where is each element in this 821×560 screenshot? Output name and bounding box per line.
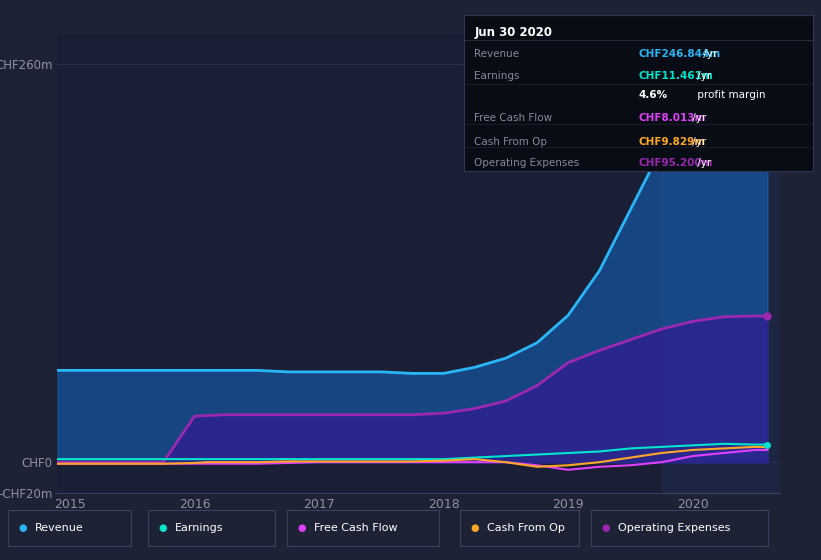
Text: Earnings: Earnings xyxy=(475,71,520,81)
Text: Revenue: Revenue xyxy=(475,49,520,59)
Text: ●: ● xyxy=(298,523,306,533)
Text: 4.6%: 4.6% xyxy=(639,90,667,100)
Text: ●: ● xyxy=(602,523,610,533)
Text: Jun 30 2020: Jun 30 2020 xyxy=(475,26,553,39)
Text: Earnings: Earnings xyxy=(175,523,223,533)
Text: Free Cash Flow: Free Cash Flow xyxy=(475,113,553,123)
Text: CHF8.013m: CHF8.013m xyxy=(639,113,706,123)
Text: ●: ● xyxy=(470,523,479,533)
Text: CHF95.200m: CHF95.200m xyxy=(639,158,713,169)
Text: profit margin: profit margin xyxy=(695,90,766,100)
Text: Cash From Op: Cash From Op xyxy=(475,137,548,147)
Text: /yr: /yr xyxy=(695,71,712,81)
Text: ●: ● xyxy=(158,523,167,533)
Text: Cash From Op: Cash From Op xyxy=(487,523,565,533)
Text: /yr: /yr xyxy=(689,137,706,147)
Text: Free Cash Flow: Free Cash Flow xyxy=(314,523,398,533)
Text: Operating Expenses: Operating Expenses xyxy=(618,523,731,533)
Text: CHF9.829m: CHF9.829m xyxy=(639,137,705,147)
Text: /yr: /yr xyxy=(695,158,712,169)
Text: /yr: /yr xyxy=(689,113,706,123)
Text: /yr: /yr xyxy=(699,49,717,59)
Text: CHF11.461m: CHF11.461m xyxy=(639,71,713,81)
Text: ●: ● xyxy=(19,523,27,533)
Bar xyxy=(662,34,780,493)
Text: Revenue: Revenue xyxy=(35,523,84,533)
Text: CHF246.844m: CHF246.844m xyxy=(639,49,721,59)
Text: Operating Expenses: Operating Expenses xyxy=(475,158,580,169)
